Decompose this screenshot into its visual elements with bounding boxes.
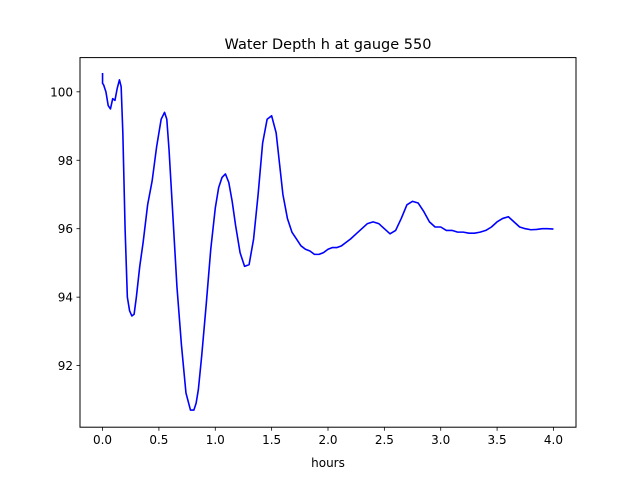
- x-tick-label: 4.0: [544, 433, 563, 447]
- y-tick-label: 100: [50, 85, 73, 99]
- y-tick-label: 98: [58, 154, 73, 168]
- x-tick-label: 3.0: [431, 433, 450, 447]
- x-axis-ticks: 0.0 0.5 1.0 1.5 2.0 2.5 3.0 3.5 4.0: [93, 427, 563, 447]
- x-axis-label: hours: [311, 456, 345, 470]
- x-tick-label: 0.5: [149, 433, 168, 447]
- x-tick-label: 0.0: [93, 433, 112, 447]
- y-tick-label: 94: [58, 291, 73, 305]
- x-tick-label: 1.0: [206, 433, 225, 447]
- y-tick-label: 96: [58, 222, 73, 236]
- x-tick-label: 2.5: [375, 433, 394, 447]
- series-line-1: [101, 73, 554, 411]
- axes-frame: [79, 57, 577, 428]
- x-tick-label: 3.5: [488, 433, 507, 447]
- plot-area: [101, 73, 554, 411]
- chart-title: Water Depth h at gauge 550: [225, 37, 432, 53]
- x-tick-label: 1.5: [262, 433, 281, 447]
- y-axis-ticks: 92 94 96 98 100: [50, 85, 80, 373]
- x-tick-label: 2.0: [318, 433, 337, 447]
- y-tick-label: 92: [58, 359, 73, 373]
